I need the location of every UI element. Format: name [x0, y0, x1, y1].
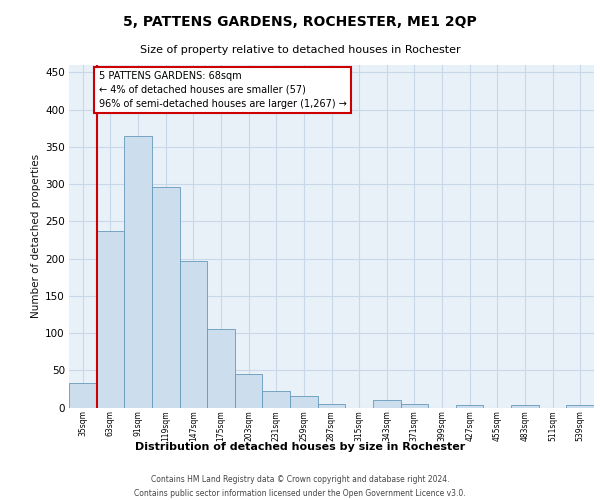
Bar	[262, 391, 290, 407]
Bar	[511, 406, 539, 407]
Text: Contains HM Land Registry data © Crown copyright and database right 2024.
Contai: Contains HM Land Registry data © Crown c…	[134, 476, 466, 498]
Bar	[69, 383, 97, 407]
Bar	[401, 404, 428, 407]
Text: Size of property relative to detached houses in Rochester: Size of property relative to detached ho…	[140, 45, 460, 55]
Text: 5, PATTENS GARDENS, ROCHESTER, ME1 2QP: 5, PATTENS GARDENS, ROCHESTER, ME1 2QP	[123, 15, 477, 29]
Bar	[566, 406, 594, 407]
Text: 5 PATTENS GARDENS: 68sqm
← 4% of detached houses are smaller (57)
96% of semi-de: 5 PATTENS GARDENS: 68sqm ← 4% of detache…	[99, 71, 347, 109]
Bar	[179, 261, 207, 408]
Bar	[373, 400, 401, 407]
Y-axis label: Number of detached properties: Number of detached properties	[31, 154, 41, 318]
Bar	[207, 330, 235, 407]
Bar	[152, 187, 179, 408]
Bar	[124, 136, 152, 407]
Bar	[317, 404, 346, 407]
Text: Distribution of detached houses by size in Rochester: Distribution of detached houses by size …	[135, 442, 465, 452]
Bar	[456, 406, 484, 407]
Bar	[97, 231, 124, 408]
Bar	[290, 396, 317, 407]
Bar	[235, 374, 262, 408]
